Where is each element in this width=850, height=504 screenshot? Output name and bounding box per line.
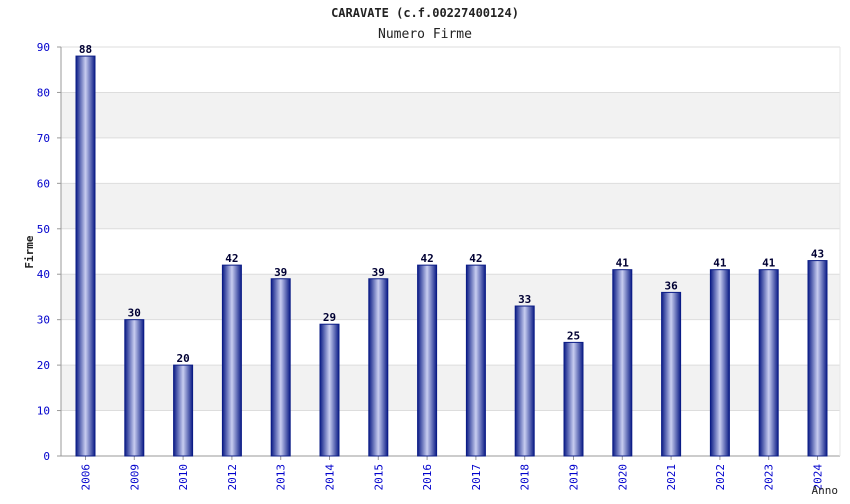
x-tick-label-2021: 2021: [665, 464, 678, 491]
bar-2021: [661, 291, 682, 457]
x-tick-label-2022: 2022: [714, 464, 727, 491]
value-label-2018: 33: [518, 293, 531, 306]
value-label-2023: 41: [762, 257, 776, 270]
value-labels: 88 30 20 42 39 29 39 42 42 33 25 41 36 41 41 43: [79, 43, 824, 365]
x-tick-labels: 2006 2009 2010 2012 2013 2014 2015 2016 2017 2018…: [80, 464, 825, 491]
bar-2013: [270, 278, 291, 457]
chart-subtitle: Numero Firme: [378, 27, 472, 42]
value-label-2016: 42: [420, 252, 433, 265]
x-tick-label-2019: 2019: [568, 464, 581, 491]
x-tick-label-2018: 2018: [519, 464, 532, 491]
x-tick-label-2012: 2012: [226, 464, 239, 491]
value-label-2012: 42: [225, 252, 238, 265]
y-tick-label: 20: [37, 359, 50, 372]
bar-2022: [709, 269, 730, 457]
bar-2010: [173, 364, 194, 457]
bar-2006: [75, 55, 96, 457]
bar-2023: [758, 269, 779, 457]
value-label-2014: 29: [323, 311, 336, 324]
x-axis-label: Anno: [812, 484, 839, 497]
x-tick-label-2009: 2009: [128, 464, 141, 491]
y-tick-label: 40: [37, 268, 50, 281]
x-tick-label-2016: 2016: [421, 464, 434, 491]
chart-title: CARAVATE (c.f.00227400124): [331, 6, 519, 20]
value-label-2019: 25: [567, 329, 580, 342]
value-label-2021: 36: [664, 279, 678, 292]
background-band: [61, 183, 840, 229]
x-tick-label-2020: 2020: [616, 464, 629, 491]
bar-2019: [563, 341, 584, 457]
x-tick-label-2017: 2017: [470, 464, 483, 491]
x-tick-label-2006: 2006: [80, 464, 93, 491]
value-label-2015: 39: [372, 266, 385, 279]
bars: [75, 55, 828, 457]
y-tick-label: 50: [37, 223, 50, 236]
x-tick-label-2015: 2015: [372, 464, 385, 491]
x-tick-label-2010: 2010: [177, 464, 190, 491]
value-label-2010: 20: [176, 352, 189, 365]
x-tick-label-2024: 2024: [812, 464, 825, 491]
y-tick-labels: 0 10 20 30 40 50 60 70 80 90: [37, 41, 50, 463]
x-tick-label-2023: 2023: [763, 464, 776, 491]
y-tick-label: 70: [37, 132, 50, 145]
bar-2018: [514, 305, 535, 457]
value-label-2017: 42: [469, 252, 482, 265]
y-axis-label: Firme: [23, 235, 36, 268]
bar-2020: [612, 269, 633, 457]
y-tick-label: 90: [37, 41, 50, 54]
value-label-2024: 43: [811, 248, 824, 261]
y-tick-label: 0: [43, 450, 50, 463]
bar-2024: [807, 260, 828, 457]
value-label-2020: 41: [616, 257, 630, 270]
bar-2009: [124, 319, 145, 457]
value-label-2013: 39: [274, 266, 287, 279]
value-label-2022: 41: [713, 257, 727, 270]
background-band: [61, 92, 840, 138]
x-tick-label-2014: 2014: [324, 464, 337, 491]
y-tick-label: 80: [37, 86, 50, 99]
value-label-2009: 30: [128, 307, 141, 320]
y-tick-label: 30: [37, 314, 50, 327]
y-tick-label: 10: [37, 405, 50, 418]
bar-2016: [417, 264, 438, 457]
bar-2017: [465, 264, 486, 457]
bar-2014: [319, 323, 340, 457]
bar-2015: [368, 278, 389, 457]
value-label-2006: 88: [79, 43, 92, 56]
x-tick-label-2013: 2013: [275, 464, 288, 491]
y-tick-label: 60: [37, 177, 50, 190]
bar-2012: [221, 264, 242, 457]
